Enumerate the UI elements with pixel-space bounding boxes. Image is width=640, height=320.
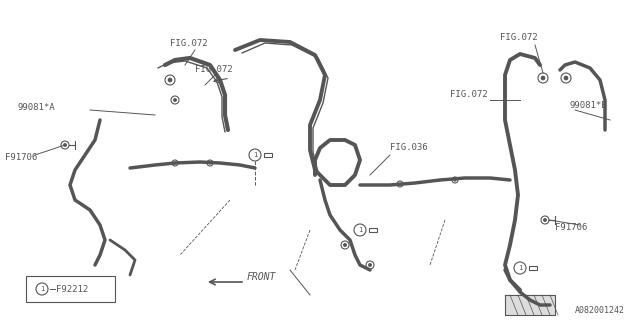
Bar bbox=[264, 153, 272, 157]
Circle shape bbox=[173, 99, 177, 102]
Circle shape bbox=[207, 160, 213, 166]
Circle shape bbox=[366, 261, 374, 269]
Text: 1: 1 bbox=[358, 227, 362, 233]
Text: 1: 1 bbox=[253, 152, 257, 158]
Circle shape bbox=[209, 162, 211, 164]
Polygon shape bbox=[505, 295, 555, 315]
Bar bbox=[369, 228, 377, 232]
Circle shape bbox=[61, 141, 69, 149]
Circle shape bbox=[174, 162, 176, 164]
Circle shape bbox=[399, 183, 401, 185]
Circle shape bbox=[165, 75, 175, 85]
Circle shape bbox=[514, 262, 526, 274]
FancyBboxPatch shape bbox=[26, 276, 115, 302]
Circle shape bbox=[541, 216, 549, 224]
Circle shape bbox=[168, 78, 172, 82]
Text: FRONT: FRONT bbox=[247, 272, 276, 282]
Circle shape bbox=[561, 73, 571, 83]
Circle shape bbox=[543, 219, 547, 222]
Text: A082001242: A082001242 bbox=[575, 306, 625, 315]
Text: FIG.072: FIG.072 bbox=[500, 33, 538, 42]
Circle shape bbox=[354, 224, 366, 236]
Circle shape bbox=[171, 96, 179, 104]
Circle shape bbox=[369, 263, 372, 267]
Circle shape bbox=[452, 177, 458, 183]
Text: 99081*A: 99081*A bbox=[18, 103, 56, 112]
Circle shape bbox=[564, 76, 568, 80]
Text: F91706: F91706 bbox=[5, 153, 37, 162]
Circle shape bbox=[454, 179, 456, 181]
Text: 1: 1 bbox=[40, 286, 44, 292]
Text: FIG.072: FIG.072 bbox=[195, 65, 232, 74]
Circle shape bbox=[344, 244, 347, 247]
Circle shape bbox=[541, 76, 545, 80]
Circle shape bbox=[63, 143, 67, 147]
Circle shape bbox=[172, 160, 178, 166]
Circle shape bbox=[341, 241, 349, 249]
Circle shape bbox=[249, 149, 261, 161]
Circle shape bbox=[397, 181, 403, 187]
Circle shape bbox=[538, 73, 548, 83]
Bar bbox=[529, 266, 537, 270]
Text: FIG.072: FIG.072 bbox=[170, 39, 207, 48]
Text: 99081*B: 99081*B bbox=[570, 101, 607, 110]
Text: FIG.036: FIG.036 bbox=[390, 143, 428, 152]
Text: F92212: F92212 bbox=[56, 285, 88, 294]
Text: F91706: F91706 bbox=[555, 223, 588, 232]
Text: FIG.072: FIG.072 bbox=[450, 90, 488, 99]
Circle shape bbox=[36, 283, 48, 295]
Text: 1: 1 bbox=[518, 265, 522, 271]
